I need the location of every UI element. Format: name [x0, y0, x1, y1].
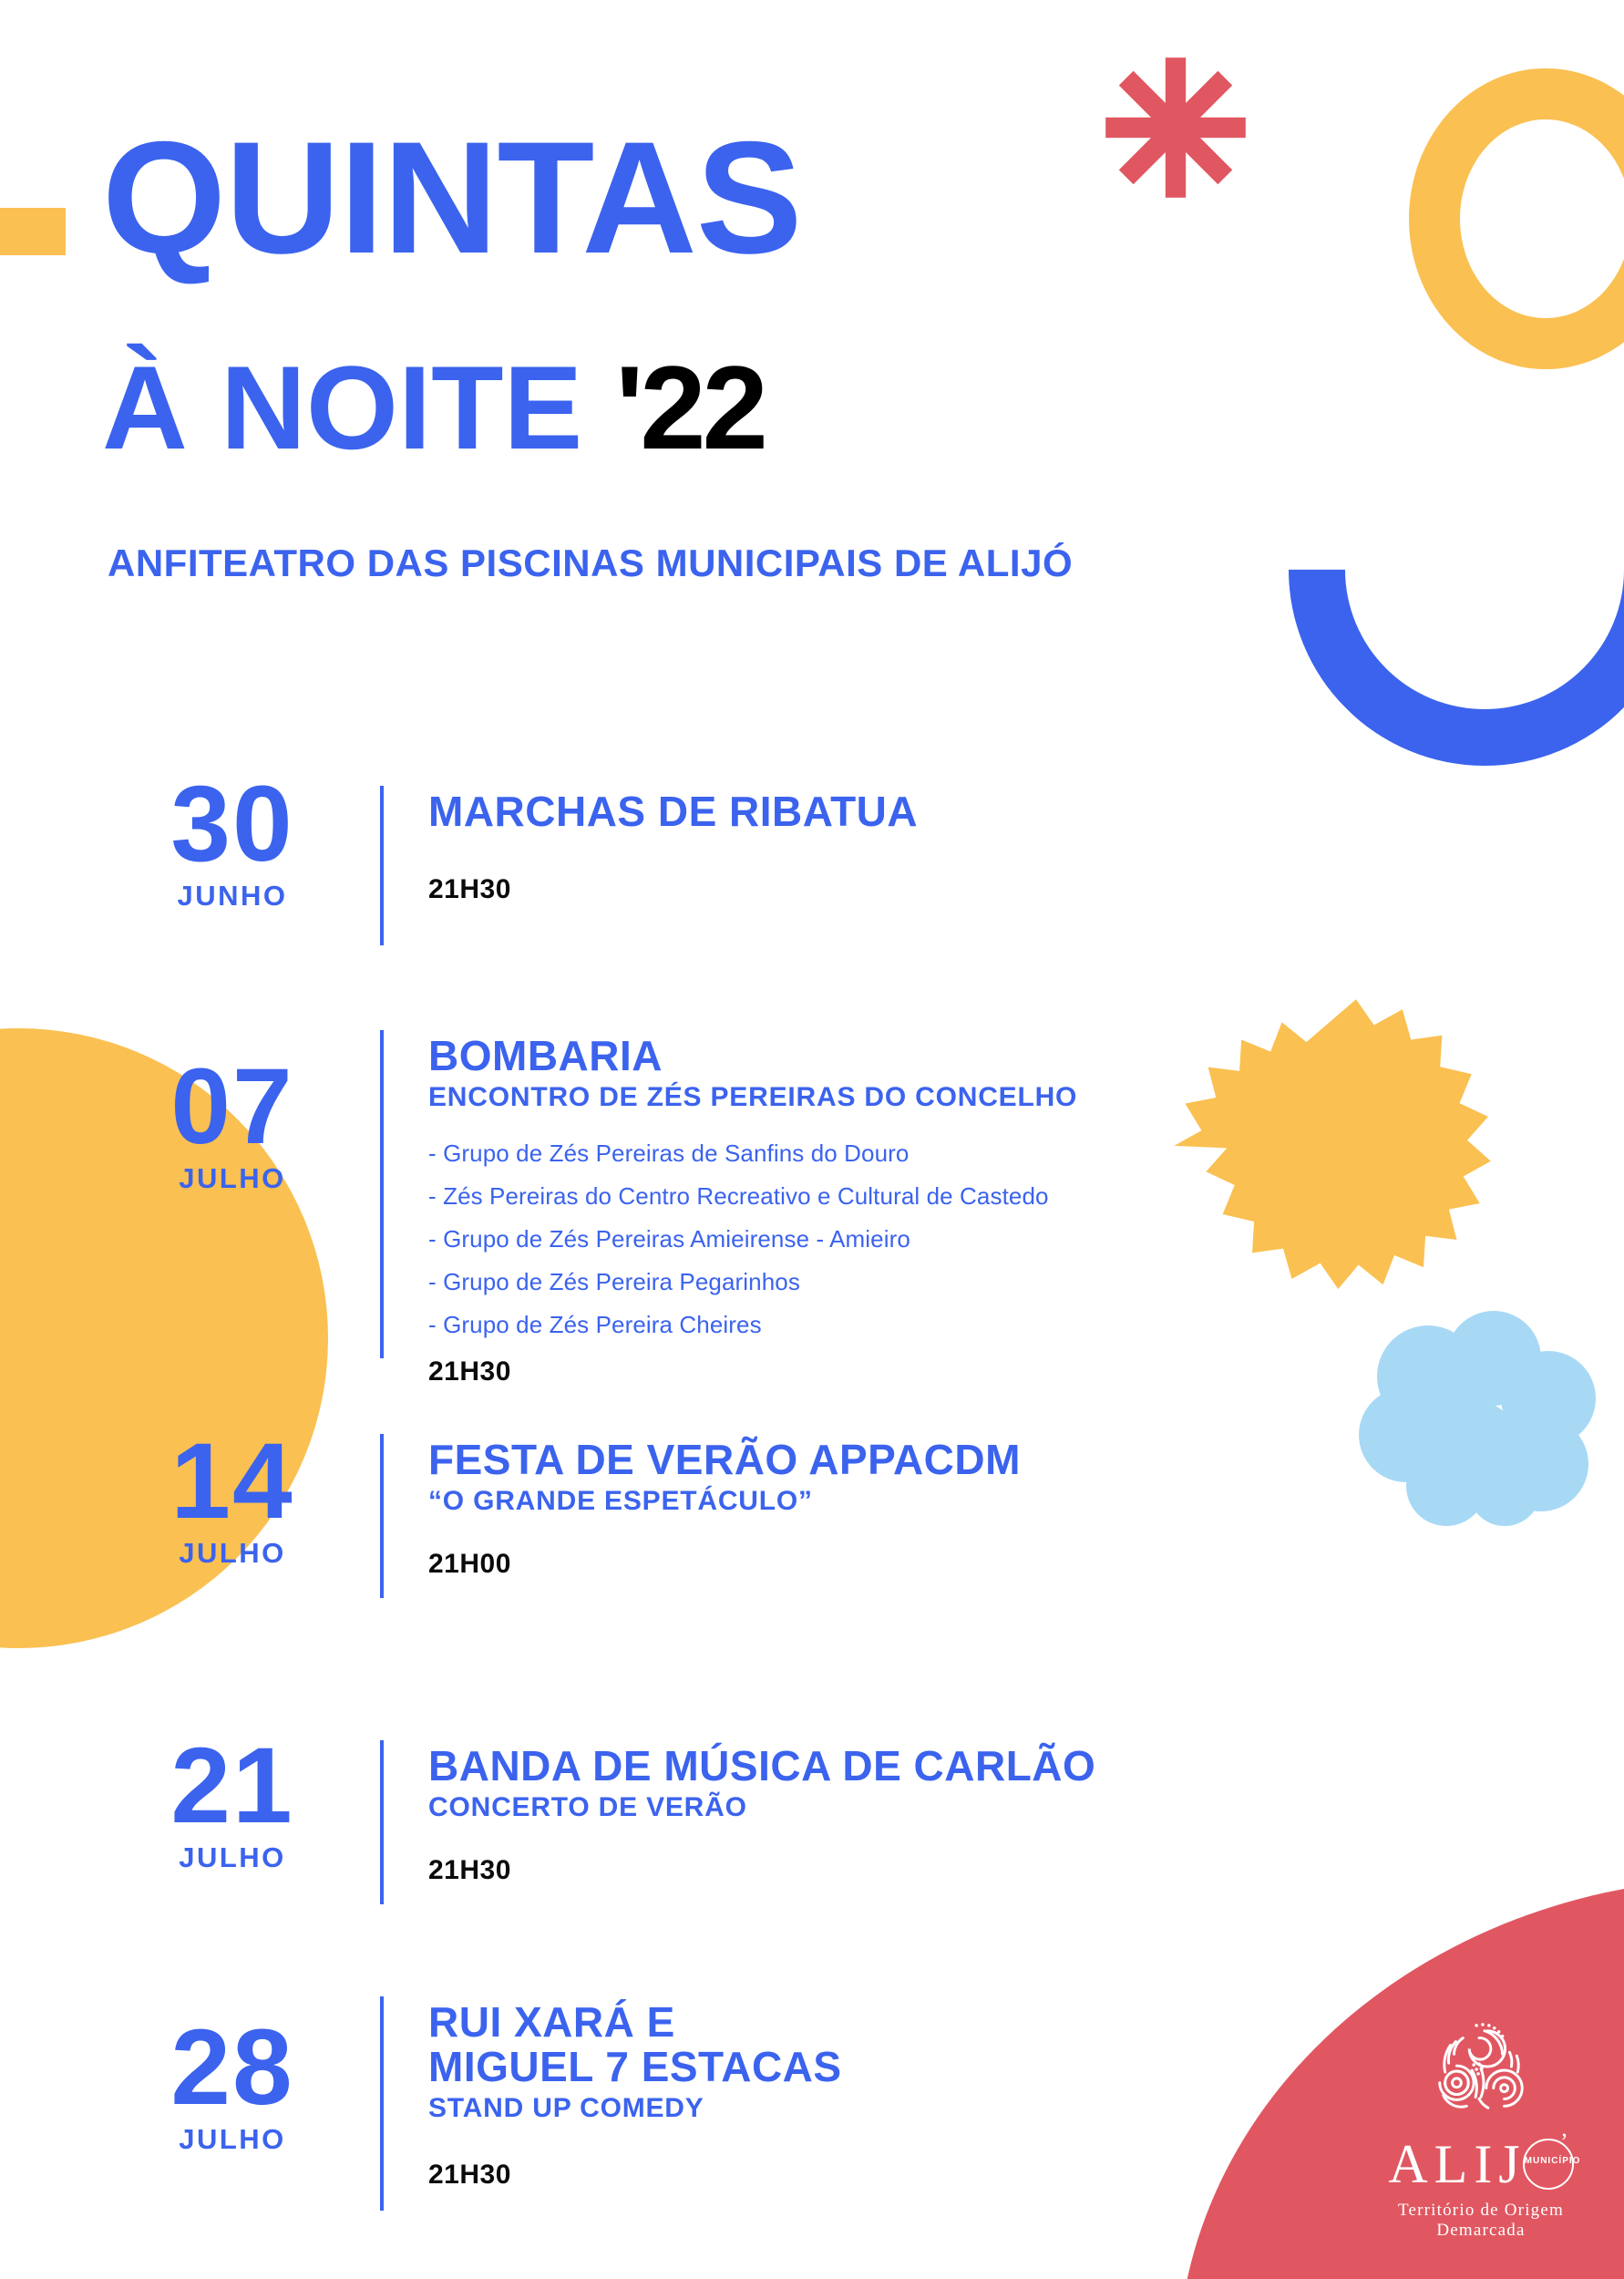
event-time: 21H30	[428, 2160, 511, 2191]
event-time: 21H30	[428, 1855, 511, 1886]
event-date: 07 JULHO	[100, 1047, 365, 1195]
event-divider	[380, 1030, 384, 1358]
venue-subtitle: ANFITEATRO DAS PISCINAS MUNICIPAIS DE AL…	[108, 541, 1074, 584]
event-day: 28	[170, 2007, 294, 2128]
event-time: 21H30	[428, 873, 511, 904]
event-date: 28 JULHO	[100, 2007, 365, 2156]
event-month: JULHO	[179, 1161, 286, 1194]
alijo-wordmark-text: ALIJ	[1388, 2134, 1526, 2194]
event-date: 14 JULHO	[100, 1421, 365, 1570]
yellow-ring-shape	[1409, 68, 1624, 369]
event-month: JUNHO	[177, 879, 288, 912]
event-subtitle: STAND UP COMEDY	[428, 2092, 704, 2123]
list-item: - Grupo de Zés Pereiras de Sanfins do Do…	[428, 1140, 910, 1168]
event-details: BOMBARIA ENCONTRO DE ZÉS PEREIRAS DO CON…	[428, 1034, 1569, 1387]
event-title: MARCHAS DE RIBATUA	[428, 788, 919, 835]
event-divider	[380, 1434, 384, 1598]
event-title: BOMBARIA	[428, 1032, 663, 1079]
alijo-wordmark: ALIJ ’ MUNICÍPIO	[1376, 2129, 1586, 2194]
event-day: 30	[170, 764, 294, 884]
event-details: FESTA DE VERÃO APPACDM “O GRANDE ESPETÁC…	[428, 1438, 1569, 1580]
page-title-line-1: QUINTAS	[102, 109, 803, 287]
list-item: - Grupo de Zés Pereiras Amieirense - Ami…	[428, 1225, 910, 1253]
event-details: MARCHAS DE RIBATUA 21H30	[428, 789, 1569, 905]
blue-arc-shape	[1207, 292, 1624, 848]
alijo-tagline: Território de Origem Demarcada	[1397, 2201, 1564, 2240]
yellow-dash-shape	[0, 208, 66, 255]
alijo-municipio-label: MUNICÍPIO	[1524, 2156, 1581, 2166]
list-item: - Grupo de Zés Pereira Cheires	[428, 1311, 762, 1339]
event-day: 21	[170, 1726, 294, 1846]
event-title: RUI XARÁ E MIGUEL 7 ESTACAS	[428, 1998, 842, 2090]
page-title-year: '22	[615, 341, 768, 474]
event-subtitle: CONCERTO DE VERÃO	[428, 1791, 747, 1822]
alijo-municipality-logo: ALIJ ’ MUNICÍPIO Território de Origem De…	[1376, 2016, 1586, 2241]
event-time: 21H00	[428, 1549, 511, 1580]
event-subtitle: ENCONTRO DE ZÉS PEREIRAS DO CONCELHO	[428, 1081, 1078, 1112]
event-subtitle: “O GRANDE ESPETÁCULO”	[428, 1485, 813, 1516]
event-day: 07	[170, 1047, 294, 1167]
event-performer-list: - Grupo de Zés Pereiras de Sanfins do Do…	[428, 1141, 1569, 1336]
event-title: BANDA DE MÚSICA DE CARLÃO	[428, 1742, 1096, 1789]
event-divider	[380, 1740, 384, 1904]
page-title-line-2: À NOITE '22	[102, 348, 768, 467]
list-item: - Grupo de Zés Pereira Pegarinhos	[428, 1268, 800, 1296]
event-details: BANDA DE MÚSICA DE CARLÃO CONCERTO DE VE…	[428, 1744, 1569, 1886]
list-item: - Zés Pereiras do Centro Recreativo e Cu…	[428, 1182, 1049, 1211]
event-divider	[380, 786, 384, 945]
event-date: 21 JULHO	[100, 1726, 365, 1874]
red-asterisk-icon	[1105, 57, 1246, 198]
event-details: RUI XARÁ E MIGUEL 7 ESTACAS STAND UP COM…	[428, 2000, 1569, 2191]
page-title-noite: À NOITE	[102, 341, 583, 474]
event-month: JULHO	[179, 1841, 286, 1873]
event-month: JULHO	[179, 1536, 286, 1569]
alijo-accent: ’	[1559, 2129, 1568, 2155]
event-day: 14	[170, 1421, 294, 1542]
event-divider	[380, 1996, 384, 2211]
event-title: FESTA DE VERÃO APPACDM	[428, 1436, 1021, 1483]
event-date: 30 JUNHO	[100, 764, 365, 913]
alijo-emblem-icon	[1438, 2023, 1524, 2109]
alijo-o-circle: ’ MUNICÍPIO	[1522, 2129, 1581, 2190]
event-time: 21H30	[428, 1356, 511, 1387]
event-month: JULHO	[179, 2122, 286, 2155]
